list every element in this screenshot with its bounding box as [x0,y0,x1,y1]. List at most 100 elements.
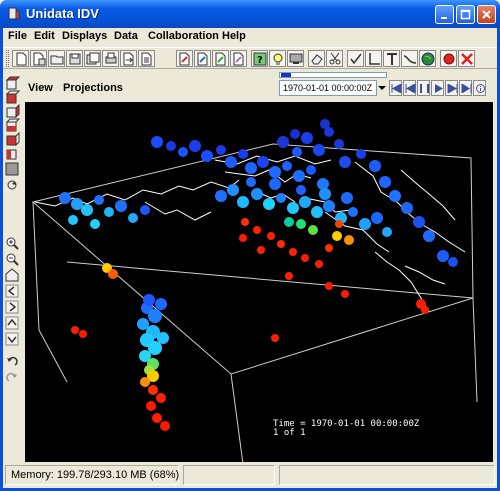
minimize-button[interactable] [435,5,454,24]
menu-edit[interactable]: Edit [34,30,55,42]
cube-east-icon [6,132,20,146]
first-frame-button[interactable] [389,80,402,96]
rotate-button[interactable] [5,178,20,192]
pan-right-button[interactable] [5,300,20,314]
earthquake-point [128,213,138,223]
earthquake-point [263,198,275,210]
globe-button[interactable] [419,50,436,67]
home-icon [5,268,19,282]
print-button[interactable] [102,50,119,67]
cut-button[interactable] [326,50,343,67]
step-forward-button[interactable] [445,80,458,96]
cube-north-icon [6,104,20,118]
monitor-button[interactable] [287,50,304,67]
view-flat-button[interactable] [5,162,20,176]
formula-icon [215,52,226,66]
tip-button[interactable] [269,50,286,67]
axis-button[interactable] [365,50,382,67]
projections-menu[interactable]: Projections [63,82,123,94]
view-menu[interactable]: View [28,82,53,94]
earthquake-point [293,170,305,182]
pan-up-button[interactable] [5,316,20,330]
remove-button[interactable] [458,50,475,67]
save-bundle-icon [86,52,100,65]
window-title: Unidata IDV [26,6,99,21]
view-bottom-button[interactable] [5,90,20,104]
earthquake-point [269,166,281,178]
data-chooser-button[interactable] [138,50,155,67]
menu-data[interactable]: Data [114,30,138,42]
arrow-right-icon [5,300,19,314]
step-back-icon [405,84,416,93]
wave-button[interactable] [401,50,418,67]
3d-earthquake-scene[interactable] [25,102,493,464]
earthquake-point [296,185,306,195]
chevron-down-icon[interactable] [377,80,387,96]
redo-button[interactable] [5,370,20,384]
time-select[interactable]: 1970-01-01 00:00:00Z [279,80,377,96]
save-button[interactable] [66,50,83,67]
menu-file[interactable]: File [8,30,27,42]
field-selector-button[interactable] [176,50,193,67]
zoom-out-button[interactable] [5,252,20,266]
open-button[interactable] [30,50,47,67]
close-button[interactable] [477,5,496,24]
notes-button[interactable] [230,50,247,67]
view-south-button[interactable] [5,118,20,132]
help-button[interactable]: ? [251,50,268,67]
map-display[interactable]: Time = 1970-01-01 00:00:00Z 1 of 1 [25,102,493,464]
edit-text-button[interactable] [194,50,211,67]
earthquake-point [389,190,401,202]
undo-button[interactable] [5,354,20,368]
earthquake-point [267,232,275,240]
new-button[interactable] [12,50,29,67]
earthquake-point [296,219,306,229]
text-tool-button[interactable] [383,50,400,67]
menu-help[interactable]: Help [222,30,246,42]
open-folder-button[interactable] [48,50,65,67]
earthquake-point [108,269,118,279]
save-bundle-button[interactable] [84,50,101,67]
export-button[interactable] [120,50,137,67]
view-north-button[interactable] [5,104,20,118]
view-east-button[interactable] [5,132,20,146]
earthquake-point [152,413,162,423]
home-view-button[interactable] [5,268,20,282]
record-button[interactable] [440,50,457,67]
zoom-out-icon [6,253,19,266]
scissors-icon [329,52,341,65]
open-icon [33,52,46,66]
earthquake-point [379,176,391,188]
earthquake-point [147,370,159,382]
view-top-button[interactable] [5,76,20,90]
earthquake-point [201,150,213,162]
earthquake-point [325,244,333,252]
menu-displays[interactable]: Displays [62,30,108,42]
toolbar-grip[interactable] [6,50,9,67]
formula-button[interactable] [212,50,229,67]
earthquake-point [246,177,256,187]
zoom-in-button[interactable] [5,236,20,250]
view-west-button[interactable] [5,146,20,160]
time-progress-bar[interactable] [279,72,387,78]
last-frame-button[interactable] [459,80,472,96]
animation-info-button[interactable] [473,80,486,96]
play-button[interactable] [431,80,444,96]
menu-collaboration[interactable]: Collaboration [148,30,219,42]
skip-forward-icon [461,84,472,93]
pan-down-button[interactable] [5,332,20,346]
step-back-button[interactable] [403,80,416,96]
earthquake-point [320,119,330,129]
earthquake-point [227,184,239,196]
maximize-button[interactable] [456,5,475,24]
check-edit-button[interactable] [347,50,364,67]
idv-app-icon[interactable] [6,6,22,22]
earthquake-point [356,149,366,159]
erase-button[interactable] [308,50,325,67]
pan-left-button[interactable] [5,284,20,298]
title-bar[interactable]: Unidata IDV [0,0,500,28]
prev-frame-button[interactable] [417,80,430,96]
earthquake-point [139,350,151,362]
earthquake-point [292,147,302,157]
earthquake-point [339,156,351,168]
